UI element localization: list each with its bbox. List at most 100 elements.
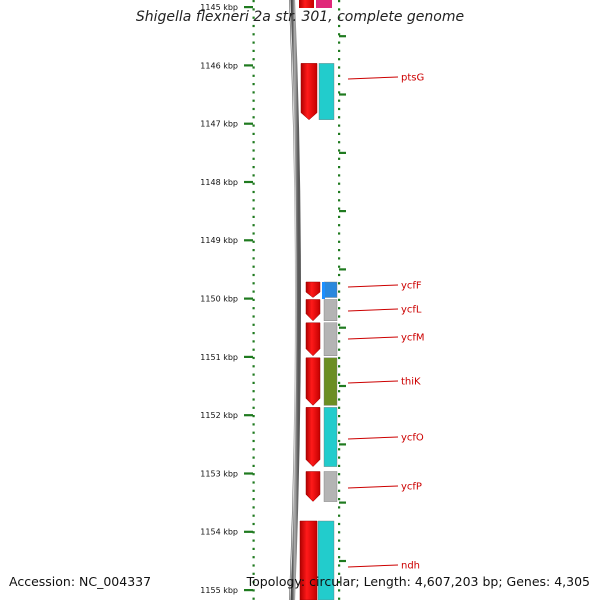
ruler-dot — [252, 448, 255, 451]
feature-track-dot — [338, 473, 341, 476]
kbp-tick-label: 1145 kbp — [200, 3, 238, 12]
feature-track-dot — [338, 539, 341, 542]
feature-track-dot — [338, 340, 341, 343]
ruler-dot — [252, 199, 255, 202]
feature-track-dot — [338, 16, 341, 19]
ruler-dot — [252, 564, 255, 567]
gene-label-ptsG: ptsG — [401, 73, 424, 84]
ruler-dot — [252, 439, 255, 443]
ruler-dot — [252, 381, 255, 384]
kbp-tick-label: 1152 kbp — [200, 411, 238, 420]
ruler-dot — [252, 224, 255, 227]
ruler-dot — [252, 0, 255, 3]
feature-track-dot — [338, 182, 341, 185]
ruler-dot — [252, 282, 255, 285]
gene-label-line-ycfL — [347, 308, 399, 312]
feature-track-dot — [338, 91, 341, 94]
feature-track-dot — [338, 290, 341, 293]
feature-track-dot — [338, 83, 341, 86]
feature-track-dot — [338, 464, 341, 467]
gene-arrow-ycfO — [305, 407, 321, 467]
ruler-major-tick — [244, 6, 253, 9]
feature-track-dot — [338, 498, 341, 501]
ruler-dot — [252, 116, 255, 119]
gene-labels: ptsG ycfF ycfL ycfM thiK ycfO ycfP ndh — [347, 73, 425, 572]
ruler-dot — [252, 49, 255, 52]
ruler-dot — [252, 597, 255, 600]
kbp-tick-label: 1146 kbp — [200, 61, 238, 70]
feature-track-dot — [338, 224, 341, 227]
gene-category-ptsG — [318, 63, 335, 120]
gene-label-line-ycfO — [347, 436, 399, 440]
feature-track-dot — [338, 265, 341, 268]
feature-track-dot — [338, 74, 341, 77]
feature-track-tick — [339, 501, 346, 504]
ruler-dot — [252, 298, 255, 301]
feature-track-dot — [338, 24, 341, 28]
kbp-tick-label: 1150 kbp — [200, 295, 238, 304]
ruler-dot — [252, 190, 255, 194]
ruler-dot — [252, 166, 255, 169]
ruler-dot — [252, 8, 255, 11]
feature-track-tick — [339, 35, 346, 38]
feature-track-dot — [338, 406, 341, 409]
feature-track-tick — [339, 151, 346, 154]
feature-track-dot — [338, 199, 341, 202]
feature-track-dot — [338, 481, 341, 484]
ruler-dot — [252, 556, 255, 559]
ruler-dot — [252, 315, 255, 318]
feature-track-dot — [338, 323, 341, 326]
feature-track-dot — [338, 107, 341, 111]
ruler-dot — [252, 514, 255, 517]
ruler-dot — [252, 348, 255, 351]
accession-text: Accession: NC_004337 — [9, 574, 152, 589]
ruler-major-tick — [244, 297, 253, 300]
ruler-dot — [252, 356, 255, 360]
ruler-dot — [252, 33, 255, 36]
ruler-dot — [252, 522, 255, 526]
feature-track-dot — [338, 298, 341, 301]
feature-track-dot — [338, 273, 341, 277]
ruler-dot — [252, 456, 255, 459]
ruler-dot — [252, 572, 255, 575]
kbp-tick-label: 1154 kbp — [200, 528, 238, 537]
ruler-dot — [252, 531, 255, 534]
ruler-dot — [252, 473, 255, 476]
feature-track-dot — [338, 564, 341, 567]
kbp-tick-label: 1148 kbp — [200, 178, 238, 187]
gene-arrow-ycfF — [305, 281, 321, 298]
ruler-major-tick — [244, 472, 253, 475]
ruler-dot — [252, 323, 255, 326]
feature-track-tick — [339, 559, 346, 563]
feature-track-dot — [338, 431, 341, 434]
feature-track-dot — [338, 132, 341, 135]
ruler-dot — [252, 83, 255, 86]
feature-track-dot — [338, 556, 341, 559]
feature-track-dot — [338, 348, 341, 351]
feature-track-tick — [339, 326, 346, 329]
gene-label-ycfP: ycfP — [401, 482, 422, 493]
ruler-dot — [252, 290, 255, 293]
feature-track-dot — [338, 249, 341, 252]
feature-track-dot — [338, 373, 341, 376]
feature-track-dot — [338, 41, 341, 44]
ruler-dot — [252, 365, 255, 368]
ruler-dot — [252, 332, 255, 335]
ruler-dot — [252, 589, 255, 592]
gene-label-ycfF: ycfF — [401, 281, 422, 292]
ruler-dot — [252, 581, 255, 584]
ruler-dot — [252, 41, 255, 44]
feature-track-dot — [338, 531, 341, 534]
ruler-major-tick — [244, 530, 253, 533]
ruler-dot — [252, 58, 255, 61]
ruler-major-tick — [244, 180, 253, 184]
feature-track-dot — [338, 282, 341, 285]
ruler-dot — [252, 207, 255, 210]
gene-label-thiK: thiK — [401, 377, 421, 388]
ruler-dot — [252, 423, 255, 426]
kbp-tick-label: 1153 kbp — [200, 469, 238, 478]
ruler-dot — [252, 74, 255, 77]
feature-track-dot — [338, 489, 341, 492]
